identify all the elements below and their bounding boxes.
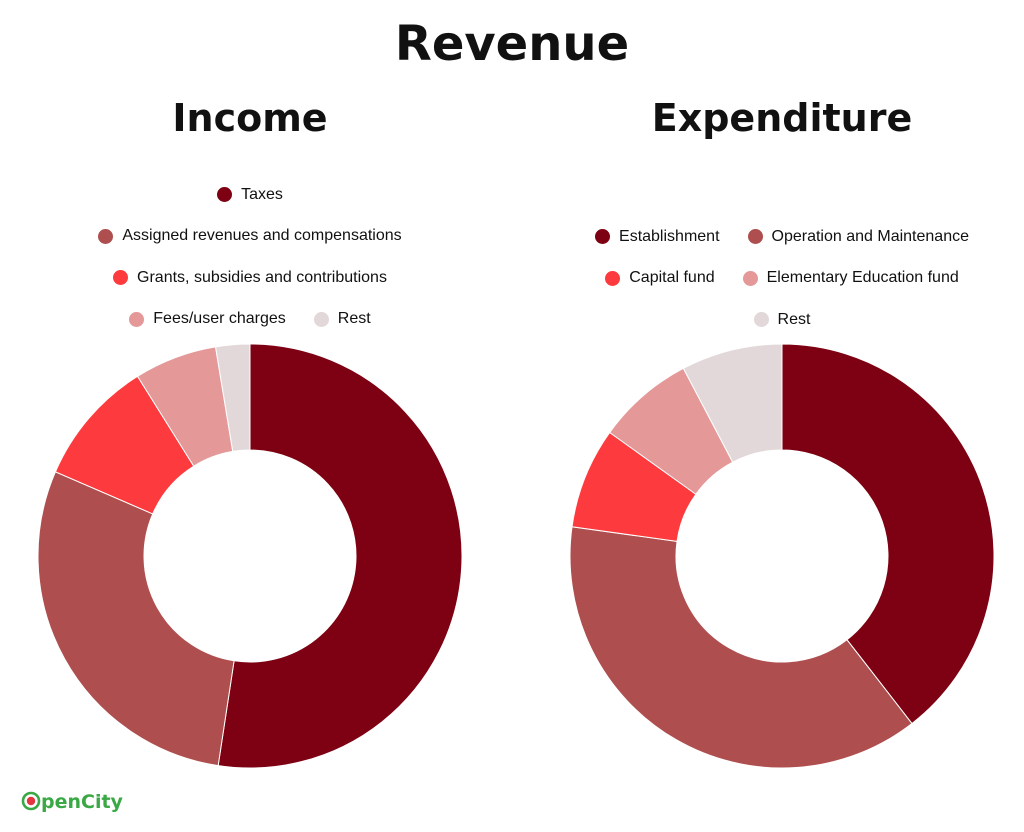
expenditure-slice-operation-and-maintenance[interactable] bbox=[569, 526, 913, 769]
legend-swatch bbox=[742, 270, 758, 286]
opencity-logo-mark: penCity bbox=[21, 791, 124, 813]
legend-row: Fees/user charges Rest bbox=[0, 299, 500, 341]
legend-item[interactable]: Operation and Maintenance bbox=[747, 227, 969, 246]
legend-item[interactable]: Rest bbox=[753, 310, 811, 329]
income-slice-assigned-revenues-and-compensations[interactable] bbox=[37, 471, 235, 767]
income-donut-chart bbox=[37, 343, 463, 769]
expenditure-chart-title: Expenditure bbox=[651, 96, 913, 140]
legend-label: Taxes bbox=[241, 185, 283, 203]
legend-label: Grants, subsidies and contributions bbox=[137, 268, 387, 286]
legend-label: Rest bbox=[337, 310, 371, 328]
income-legend: Taxes Assigned revenues and compensations… bbox=[0, 174, 500, 340]
legend-label: Rest bbox=[777, 310, 811, 328]
income-slice-taxes[interactable] bbox=[217, 343, 463, 769]
expenditure-slice-rest[interactable] bbox=[682, 343, 783, 463]
legend-row: Establishment Operation and Maintenance bbox=[532, 216, 1024, 258]
opencity-logo: penCity bbox=[20, 786, 130, 822]
legend-item[interactable]: Assigned revenues and compensations bbox=[98, 227, 402, 245]
legend-swatch bbox=[313, 311, 329, 327]
legend-item[interactable]: Taxes bbox=[217, 186, 283, 204]
legend-row: Taxes bbox=[0, 174, 500, 216]
legend-item[interactable]: Establishment bbox=[595, 228, 720, 246]
legend-swatch bbox=[747, 229, 763, 245]
legend-swatch bbox=[753, 312, 769, 328]
legend-item[interactable]: Rest bbox=[313, 310, 371, 328]
legend-item[interactable]: Elementary Education fund bbox=[742, 269, 959, 287]
income-chart-title: Income bbox=[172, 96, 328, 140]
legend-item[interactable]: Capital fund bbox=[605, 269, 715, 287]
legend-row: Rest bbox=[532, 299, 1024, 341]
legend-item[interactable]: Grants, subsidies and contributions bbox=[113, 269, 387, 287]
page-title: Revenue bbox=[394, 16, 630, 72]
legend-label: Capital fund bbox=[629, 269, 715, 287]
income-slice-rest[interactable] bbox=[214, 343, 251, 452]
legend-swatch bbox=[595, 229, 611, 245]
expenditure-slice-establishment[interactable] bbox=[781, 343, 995, 725]
legend-label: Establishment bbox=[619, 227, 720, 245]
legend-label: Elementary Education fund bbox=[766, 269, 959, 287]
legend-label: Assigned revenues and compensations bbox=[122, 227, 402, 245]
legend-row: Assigned revenues and compensations bbox=[0, 216, 500, 258]
expenditure-legend: Establishment Operation and Maintenance Ca… bbox=[532, 216, 1024, 341]
legend-swatch bbox=[98, 228, 114, 244]
legend-row: Capital fund Elementary Education fund bbox=[532, 258, 1024, 300]
legend-label: Fees/user charges bbox=[153, 310, 286, 328]
legend-label: Operation and Maintenance bbox=[771, 227, 969, 245]
legend-row: Grants, subsidies and contributions bbox=[0, 257, 500, 299]
expenditure-donut-chart bbox=[569, 343, 995, 769]
logo-text: penCity bbox=[41, 791, 124, 813]
legend-swatch bbox=[129, 311, 145, 327]
legend-swatch bbox=[113, 270, 129, 286]
legend-swatch bbox=[605, 270, 621, 286]
legend-swatch bbox=[217, 187, 233, 203]
legend-item[interactable]: Fees/user charges bbox=[129, 310, 286, 328]
